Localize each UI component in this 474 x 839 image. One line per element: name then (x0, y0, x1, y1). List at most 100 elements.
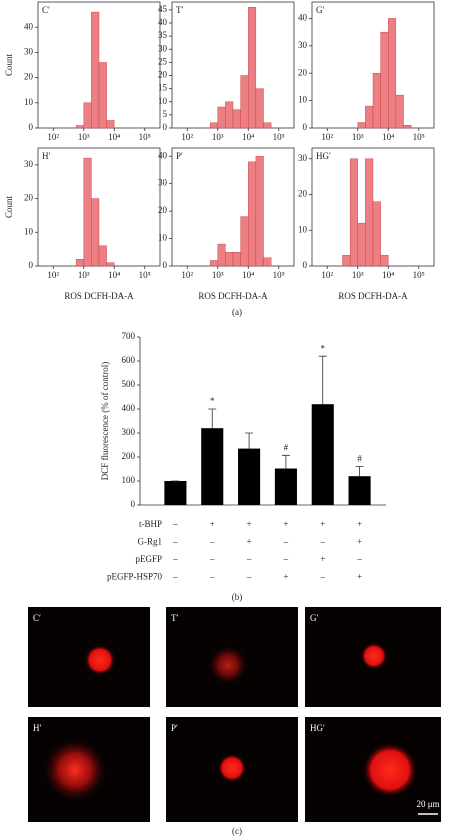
treatment-sign: – (356, 554, 362, 564)
treatment-sign: – (320, 572, 326, 582)
x-tick-label: 10² (47, 270, 59, 280)
treatment-sign: – (172, 537, 178, 547)
y-tick-label: 0 (131, 499, 136, 509)
x-tick-label: 10³ (212, 132, 224, 142)
y-tick-label: 400 (122, 403, 136, 413)
histogram-bar (83, 102, 92, 129)
treatment-sign: + (210, 519, 215, 529)
error-bar (208, 408, 217, 429)
bar (201, 428, 224, 505)
histogram-bar (255, 156, 264, 267)
y-tick-label: 0 (303, 122, 308, 132)
treatment-sign: – (172, 572, 178, 582)
histogram-bar (209, 260, 218, 267)
y-tick-label: 20 (24, 193, 34, 203)
y-tick-label: 30 (158, 43, 168, 53)
x-tick-label: 10⁴ (382, 270, 394, 280)
y-tick-label: 10 (298, 224, 308, 234)
histogram-bar (365, 105, 374, 129)
y-tick-label: 40 (298, 12, 308, 22)
significance-marker: * (210, 396, 215, 406)
image-label: G′ (310, 613, 318, 623)
treatment-sign: + (320, 519, 325, 529)
histogram-bar (263, 257, 272, 267)
y-axis-title: Count (4, 54, 14, 77)
y-tick-label: 15 (158, 83, 168, 93)
bar (348, 476, 371, 505)
y-tick-label: 700 (122, 331, 136, 341)
x-tick-label: 10⁴ (382, 132, 394, 142)
histogram-bar (342, 255, 351, 267)
treatment-sign: – (209, 537, 215, 547)
treatment-sign: + (357, 537, 362, 547)
histogram-bar (75, 125, 84, 129)
histogram-bar (255, 88, 264, 129)
histogram-bar (248, 161, 257, 267)
treatment-sign: – (209, 572, 215, 582)
histogram-bar (217, 106, 226, 129)
treatment-name: pEGFP (135, 554, 162, 564)
y-tick-label: 10 (24, 97, 34, 107)
cell (363, 743, 417, 797)
histogram-bar (106, 120, 115, 129)
image-label: P′ (171, 723, 178, 733)
x-tick-label: 10⁵ (273, 132, 285, 142)
treatment-sign: – (283, 537, 289, 547)
histogram-bar (357, 222, 366, 267)
caption: (b) (232, 592, 243, 602)
y-tick-label: 40 (158, 17, 168, 27)
histogram-bar (240, 75, 249, 129)
x-tick-label: 10³ (352, 270, 364, 280)
y-tick-label: 0 (163, 122, 168, 132)
histogram-bar (91, 198, 100, 267)
treatment-sign: – (172, 519, 178, 529)
treatment-sign: + (357, 572, 362, 582)
panel-label: C′ (42, 5, 50, 15)
histogram-bar (98, 245, 107, 267)
y-tick-label: 0 (303, 260, 308, 270)
significance-marker: # (284, 442, 289, 452)
panel-label: P′ (176, 151, 183, 161)
y-axis-title: DCF fluorescence (% of control) (100, 362, 110, 480)
bar (274, 468, 297, 505)
x-tick-label: 10² (321, 132, 333, 142)
caption: (c) (232, 826, 242, 836)
x-tick-label: 10³ (78, 270, 90, 280)
histogram-bar (263, 122, 272, 129)
y-tick-label: 500 (122, 379, 136, 389)
y-tick-label: 20 (298, 67, 308, 77)
histogram-bar (365, 158, 374, 267)
treatment-sign: – (246, 572, 252, 582)
histogram-bar (75, 259, 84, 267)
histogram-bar (91, 11, 100, 129)
y-tick-label: 0 (29, 122, 34, 132)
image-label: C′ (33, 613, 41, 623)
x-tick-label: 10² (47, 132, 59, 142)
cell (85, 645, 115, 675)
bar (164, 481, 187, 505)
y-tick-label: 10 (158, 233, 168, 243)
bar (238, 448, 261, 505)
x-tick-label: 10³ (212, 270, 224, 280)
x-tick-label: 10⁴ (108, 270, 120, 280)
error-bar (355, 466, 364, 477)
y-tick-label: 25 (158, 56, 168, 66)
y-tick-label: 200 (122, 451, 136, 461)
scale-bar-label: 20 μm (416, 799, 439, 809)
y-tick-label: 20 (24, 72, 34, 82)
treatment-sign: + (247, 537, 252, 547)
x-tick-label: 10⁵ (139, 132, 151, 142)
image-label: H′ (33, 723, 41, 733)
error-bar (318, 355, 327, 405)
histogram-bar (372, 73, 381, 129)
histogram-bar (98, 62, 107, 129)
histogram-bar (388, 18, 397, 129)
histogram-bar (349, 158, 358, 267)
histogram-bar (83, 157, 92, 267)
x-tick-label: 10³ (78, 132, 90, 142)
x-tick-label: 10⁵ (413, 132, 425, 142)
x-tick-label: 10³ (352, 132, 364, 142)
